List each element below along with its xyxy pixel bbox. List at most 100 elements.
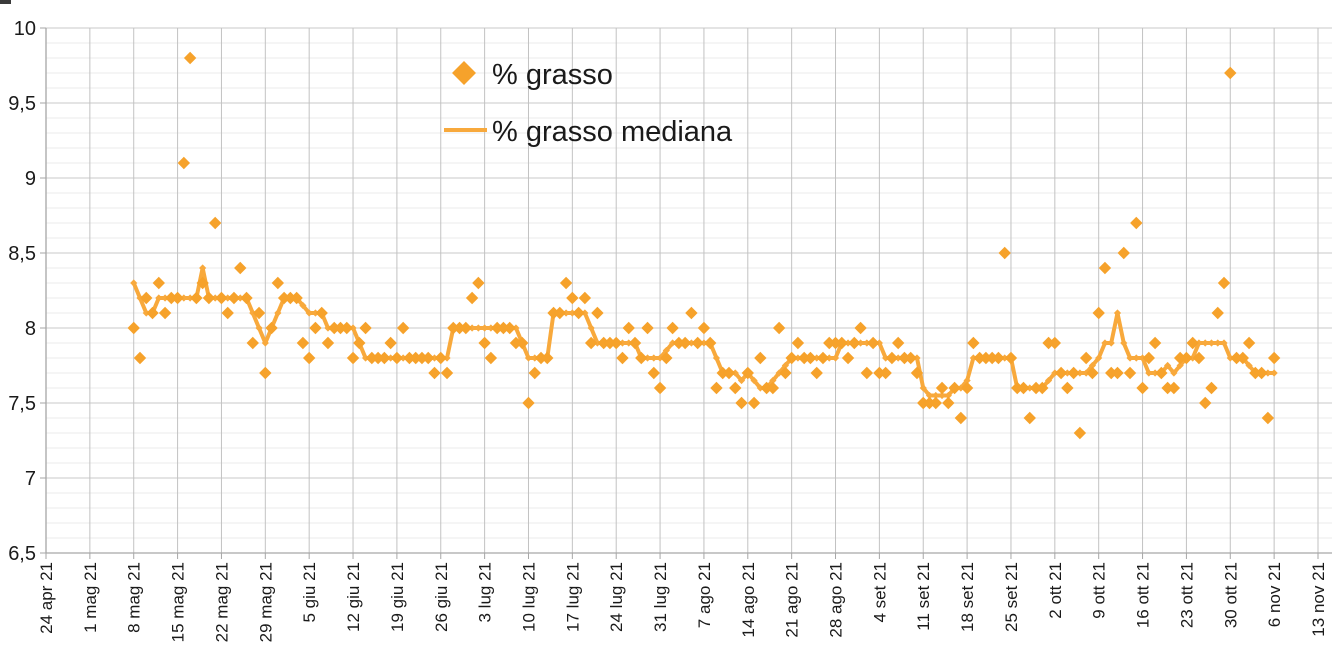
scatter-point [215, 291, 228, 305]
median-node [1270, 369, 1278, 377]
scatter-point [309, 321, 322, 335]
scatter-point [641, 321, 654, 335]
median-node [324, 324, 332, 332]
scatter-point [1267, 351, 1281, 365]
median-node [1138, 354, 1147, 362]
x-axis-tick-label: 5 giu 21 [300, 562, 319, 623]
median-node [1044, 376, 1053, 385]
scatter-point [509, 336, 523, 350]
median-node [487, 324, 495, 332]
scatter-point [227, 291, 241, 305]
median-node [524, 354, 533, 362]
median-node [562, 309, 570, 317]
screen-corner-fragment [0, 0, 11, 4]
scatter-point [678, 336, 692, 350]
median-node [650, 354, 658, 362]
scatter-point [478, 336, 491, 350]
scatter-point [534, 351, 548, 365]
median-node [1101, 339, 1109, 347]
scatter-point [1017, 381, 1030, 395]
scatter-point [1067, 366, 1080, 380]
median-node [875, 339, 883, 347]
x-axis-tick-label: 16 ott 21 [1134, 562, 1153, 628]
legend-label-mediana: % grasso mediana [492, 116, 733, 148]
scatter-point [1242, 336, 1256, 350]
scatter-point [271, 276, 285, 290]
median-node [1264, 369, 1272, 377]
scatter-point [277, 291, 291, 305]
median-node [468, 324, 476, 332]
scatter-point [797, 351, 811, 365]
scatter-point [1036, 381, 1049, 395]
median-node [1151, 369, 1159, 377]
scatter-point [240, 291, 253, 305]
median-node [932, 391, 940, 400]
scatter-point [359, 321, 372, 335]
scatter-point [1079, 351, 1093, 365]
scatter-point [208, 216, 222, 230]
median-node [236, 294, 244, 302]
scatter-point [302, 351, 316, 365]
median-node [750, 376, 758, 385]
median-node [700, 339, 708, 347]
scatter-point [340, 321, 353, 335]
scatter-point [729, 381, 742, 395]
median-node [1207, 339, 1216, 347]
scatter-point [960, 381, 974, 395]
median-node [1076, 369, 1084, 377]
scatter-point [929, 396, 942, 410]
scatter-point [735, 396, 748, 410]
x-axis-tick-label: 7 ago 21 [695, 562, 714, 628]
median-node [863, 339, 871, 347]
median-node [512, 324, 520, 332]
scatter-point [935, 381, 949, 395]
median-node [1082, 369, 1090, 377]
scatter-point [891, 336, 905, 350]
median-node [399, 354, 407, 362]
scatter-point [447, 321, 460, 335]
median-node [1170, 369, 1178, 377]
scatter-point [541, 351, 554, 365]
median-node [769, 376, 777, 385]
scatter-point [440, 366, 454, 380]
x-axis-tick-label: 19 giu 21 [388, 562, 407, 632]
x-axis-tick-label: 3 lug 21 [476, 562, 495, 623]
y-axis-tick-label: 9,5 [8, 93, 36, 115]
scatter-point [779, 366, 792, 380]
x-axis-tick-label: 1 mag 21 [81, 562, 100, 633]
scatter-point [1105, 366, 1118, 380]
median-node [481, 324, 489, 332]
x-axis-tick-label: 23 ott 21 [1177, 562, 1196, 628]
scatter-point [465, 291, 479, 305]
median-node [643, 354, 652, 362]
scatter-point [603, 336, 617, 350]
median-node [224, 294, 232, 302]
x-axis-tick-label: 24 apr 21 [37, 562, 56, 634]
x-axis-tick-label: 2 ott 21 [1046, 562, 1065, 619]
scatter-point [1042, 336, 1055, 350]
median-node [261, 339, 269, 347]
median-node [130, 279, 138, 287]
median-node [669, 339, 677, 347]
median-node [919, 384, 927, 392]
scatter-point [246, 336, 259, 350]
scatter-point [1167, 381, 1181, 395]
median-node [1132, 354, 1140, 362]
scatter-point [766, 381, 780, 395]
scatter-point [1155, 366, 1168, 380]
scatter-point [1249, 366, 1262, 380]
scatter-point [1054, 366, 1068, 380]
scatter-point [848, 336, 861, 350]
scatter-point [829, 336, 842, 350]
median-node [756, 384, 764, 392]
scatter-point [1073, 426, 1087, 440]
median-node [794, 354, 802, 362]
median-node [1095, 354, 1103, 362]
scatter-point [177, 156, 191, 170]
x-axis-tick-label: 14 ago 21 [739, 562, 758, 638]
median-node [1120, 339, 1128, 347]
scatter-point [954, 411, 968, 425]
median-node [925, 391, 934, 400]
scatter-point [190, 291, 203, 305]
